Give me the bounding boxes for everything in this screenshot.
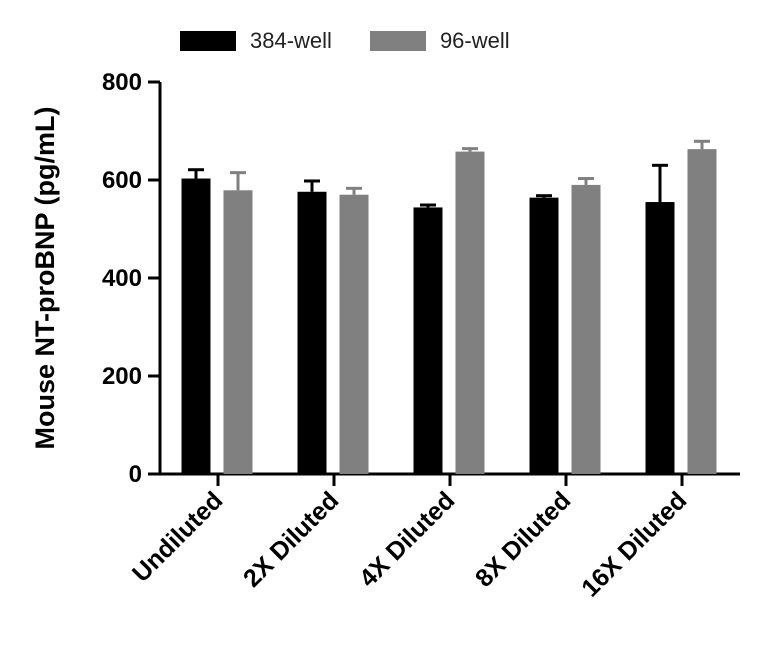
legend-item-384-well: 384-well (180, 28, 332, 54)
y-axis-title: Mouse NT-proBNP (pg/mL) (30, 107, 60, 450)
y-tick-label-600: 600 (102, 167, 142, 194)
y-tick-label-0: 0 (129, 461, 142, 488)
bar-384-well-2 (413, 207, 443, 474)
bar-384-well-0 (181, 178, 211, 474)
x-tick-label-3: 8X Diluted (470, 486, 576, 592)
legend-label-96-well: 96-well (439, 28, 510, 53)
bar-96-well-2 (455, 151, 485, 474)
x-tick-label-1: 2X Diluted (238, 486, 344, 592)
y-tick-label-400: 400 (102, 265, 142, 292)
legend-swatch-384-well (180, 31, 236, 51)
legend: 384-well 96-well (180, 28, 548, 54)
x-tick-label-4: 16X Diluted (576, 486, 692, 602)
bar-96-well-4 (687, 149, 717, 474)
bar-384-well-1 (297, 191, 327, 474)
legend-swatch-96-well (369, 31, 426, 51)
bar-96-well-3 (571, 184, 601, 474)
x-tick-label-2: 4X Diluted (354, 486, 460, 592)
x-tick-label-0: Undiluted (127, 486, 228, 587)
bar-96-well-0 (223, 190, 253, 475)
legend-item-96-well: 96-well (369, 28, 510, 54)
bar-384-well-4 (645, 202, 675, 475)
y-tick-label-800: 800 (102, 69, 142, 96)
y-tick-label-200: 200 (102, 363, 142, 390)
legend-label-384-well: 384-well (250, 28, 332, 53)
bar-96-well-1 (339, 194, 369, 474)
bar-384-well-3 (529, 197, 559, 474)
